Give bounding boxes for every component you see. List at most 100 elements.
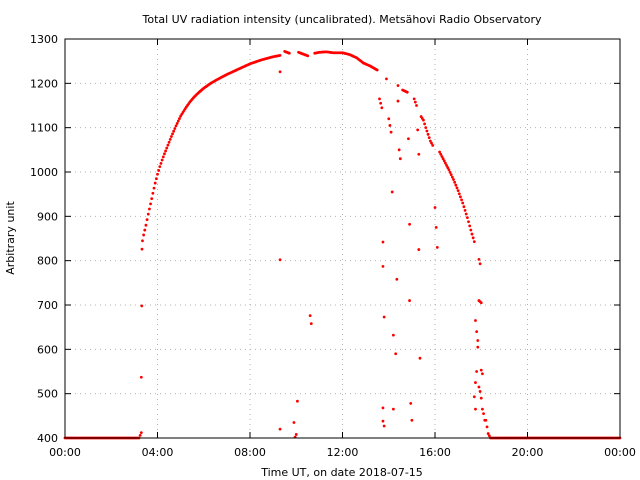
data-point xyxy=(423,122,426,126)
x-axis-label: Time UT, on date 2018-07-15 xyxy=(260,466,423,479)
data-point xyxy=(426,132,430,136)
data-point xyxy=(446,166,450,169)
y-tick-label: 1300 xyxy=(30,33,58,46)
data-point xyxy=(428,139,432,143)
data-point xyxy=(444,161,447,165)
data-point xyxy=(167,140,171,144)
data-point xyxy=(278,54,282,57)
data-point xyxy=(433,206,437,209)
data-point xyxy=(168,138,172,141)
axis-ticks: 400 500 600 700 800 900 1000 1100 1200 1300 00:00 0… xyxy=(30,33,636,459)
data-point xyxy=(462,205,466,209)
data-point xyxy=(407,137,410,141)
data-point xyxy=(484,418,488,422)
data-point xyxy=(476,339,480,342)
data-point xyxy=(486,432,490,435)
data-point xyxy=(142,233,146,237)
data-point xyxy=(449,173,453,177)
data-point xyxy=(154,177,158,181)
data-point xyxy=(175,122,179,125)
data-points xyxy=(63,50,622,440)
data-point xyxy=(478,390,482,393)
plot-frame xyxy=(64,38,621,439)
data-point xyxy=(454,183,458,187)
data-point xyxy=(438,150,442,154)
data-point xyxy=(390,190,394,194)
data-point xyxy=(409,402,413,405)
data-point xyxy=(140,304,144,308)
data-point xyxy=(412,97,416,101)
data-point xyxy=(417,152,421,156)
data-point xyxy=(278,258,282,262)
data-point xyxy=(389,130,393,134)
data-point xyxy=(388,124,392,127)
data-point xyxy=(481,372,484,376)
data-point xyxy=(417,248,421,251)
data-point xyxy=(381,240,385,244)
x-tick-label: 00:00 xyxy=(49,446,81,459)
data-point xyxy=(171,132,174,136)
data-point xyxy=(158,165,162,169)
data-point xyxy=(161,155,165,159)
data-point xyxy=(475,370,479,373)
data-point xyxy=(439,152,443,156)
data-point xyxy=(138,433,142,437)
data-point xyxy=(479,396,483,400)
data-point xyxy=(457,192,461,196)
data-point xyxy=(408,222,411,226)
data-point xyxy=(382,424,386,428)
data-point xyxy=(474,319,477,322)
data-point xyxy=(139,431,143,435)
data-point xyxy=(471,236,475,240)
data-point xyxy=(434,226,438,229)
data-point xyxy=(278,70,282,74)
data-point xyxy=(397,148,401,152)
data-point xyxy=(159,161,163,165)
data-point xyxy=(380,106,384,110)
data-point xyxy=(468,224,472,228)
data-point xyxy=(391,407,395,411)
data-point xyxy=(176,119,180,123)
data-point xyxy=(391,333,395,337)
data-point xyxy=(143,228,147,232)
data-point xyxy=(441,157,445,161)
data-point xyxy=(481,407,484,411)
data-point xyxy=(278,427,282,431)
data-point xyxy=(308,314,312,318)
data-point xyxy=(172,129,176,133)
y-tick-label: 1100 xyxy=(30,122,58,135)
data-point xyxy=(422,118,425,122)
data-point xyxy=(381,406,385,410)
data-point xyxy=(410,418,414,422)
data-point xyxy=(430,141,433,145)
data-point xyxy=(287,51,291,55)
data-point xyxy=(156,172,159,176)
data-point xyxy=(418,356,422,360)
chart-title: Total UV radiation intensity (uncalibrat… xyxy=(142,13,542,26)
data-point xyxy=(472,240,476,244)
data-point xyxy=(141,239,144,243)
data-point xyxy=(460,198,463,202)
data-point xyxy=(173,127,177,130)
data-point xyxy=(151,191,155,195)
y-axis-label: Arbitrary unit xyxy=(4,201,17,275)
data-point xyxy=(450,175,454,179)
grid-lines xyxy=(65,39,620,438)
data-point xyxy=(405,90,409,94)
data-point xyxy=(478,262,482,266)
data-point xyxy=(413,100,417,104)
data-point xyxy=(163,152,166,156)
data-point xyxy=(442,159,446,163)
data-point xyxy=(174,124,178,128)
data-point xyxy=(474,407,477,411)
data-point xyxy=(469,228,473,232)
data-point xyxy=(149,202,152,206)
data-point xyxy=(463,208,467,212)
data-point xyxy=(448,170,452,174)
data-point xyxy=(139,375,143,379)
data-point xyxy=(408,299,411,302)
data-point xyxy=(487,434,491,438)
data-point xyxy=(476,345,480,349)
data-point xyxy=(459,195,462,199)
data-point xyxy=(427,136,431,140)
